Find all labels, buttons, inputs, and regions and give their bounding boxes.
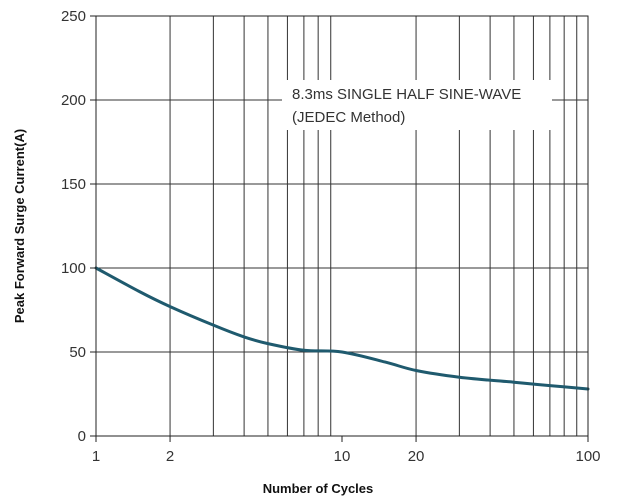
series-line: [94, 266, 590, 391]
y-tick-labels: 0 50 100 150 200 250: [61, 8, 96, 445]
y-tick-label: 0: [78, 428, 86, 445]
x-tick-label: 1: [92, 448, 100, 465]
y-tick-label: 100: [61, 260, 86, 277]
x-tick-label: 100: [575, 448, 600, 465]
data-series: [94, 266, 590, 391]
y-tick-label: 150: [61, 176, 86, 193]
annotation-line-2: (JEDEC Method): [292, 109, 405, 126]
annotation-line-1: 8.3ms SINGLE HALF SINE-WAVE: [292, 86, 521, 103]
y-tick-label: 50: [69, 344, 86, 361]
y-tick-label: 250: [61, 8, 86, 25]
x-tick-label: 10: [334, 448, 351, 465]
x-axis-title: Number of Cycles: [263, 481, 374, 496]
y-axis-title: Peak Forward Surge Current(A): [12, 129, 27, 323]
x-tick-label: 2: [166, 448, 174, 465]
annotation-background: [282, 80, 552, 130]
x-tick-labels: 1 2 10 20 100: [92, 436, 601, 465]
x-tick-label: 20: [408, 448, 425, 465]
y-tick-label: 200: [61, 92, 86, 109]
